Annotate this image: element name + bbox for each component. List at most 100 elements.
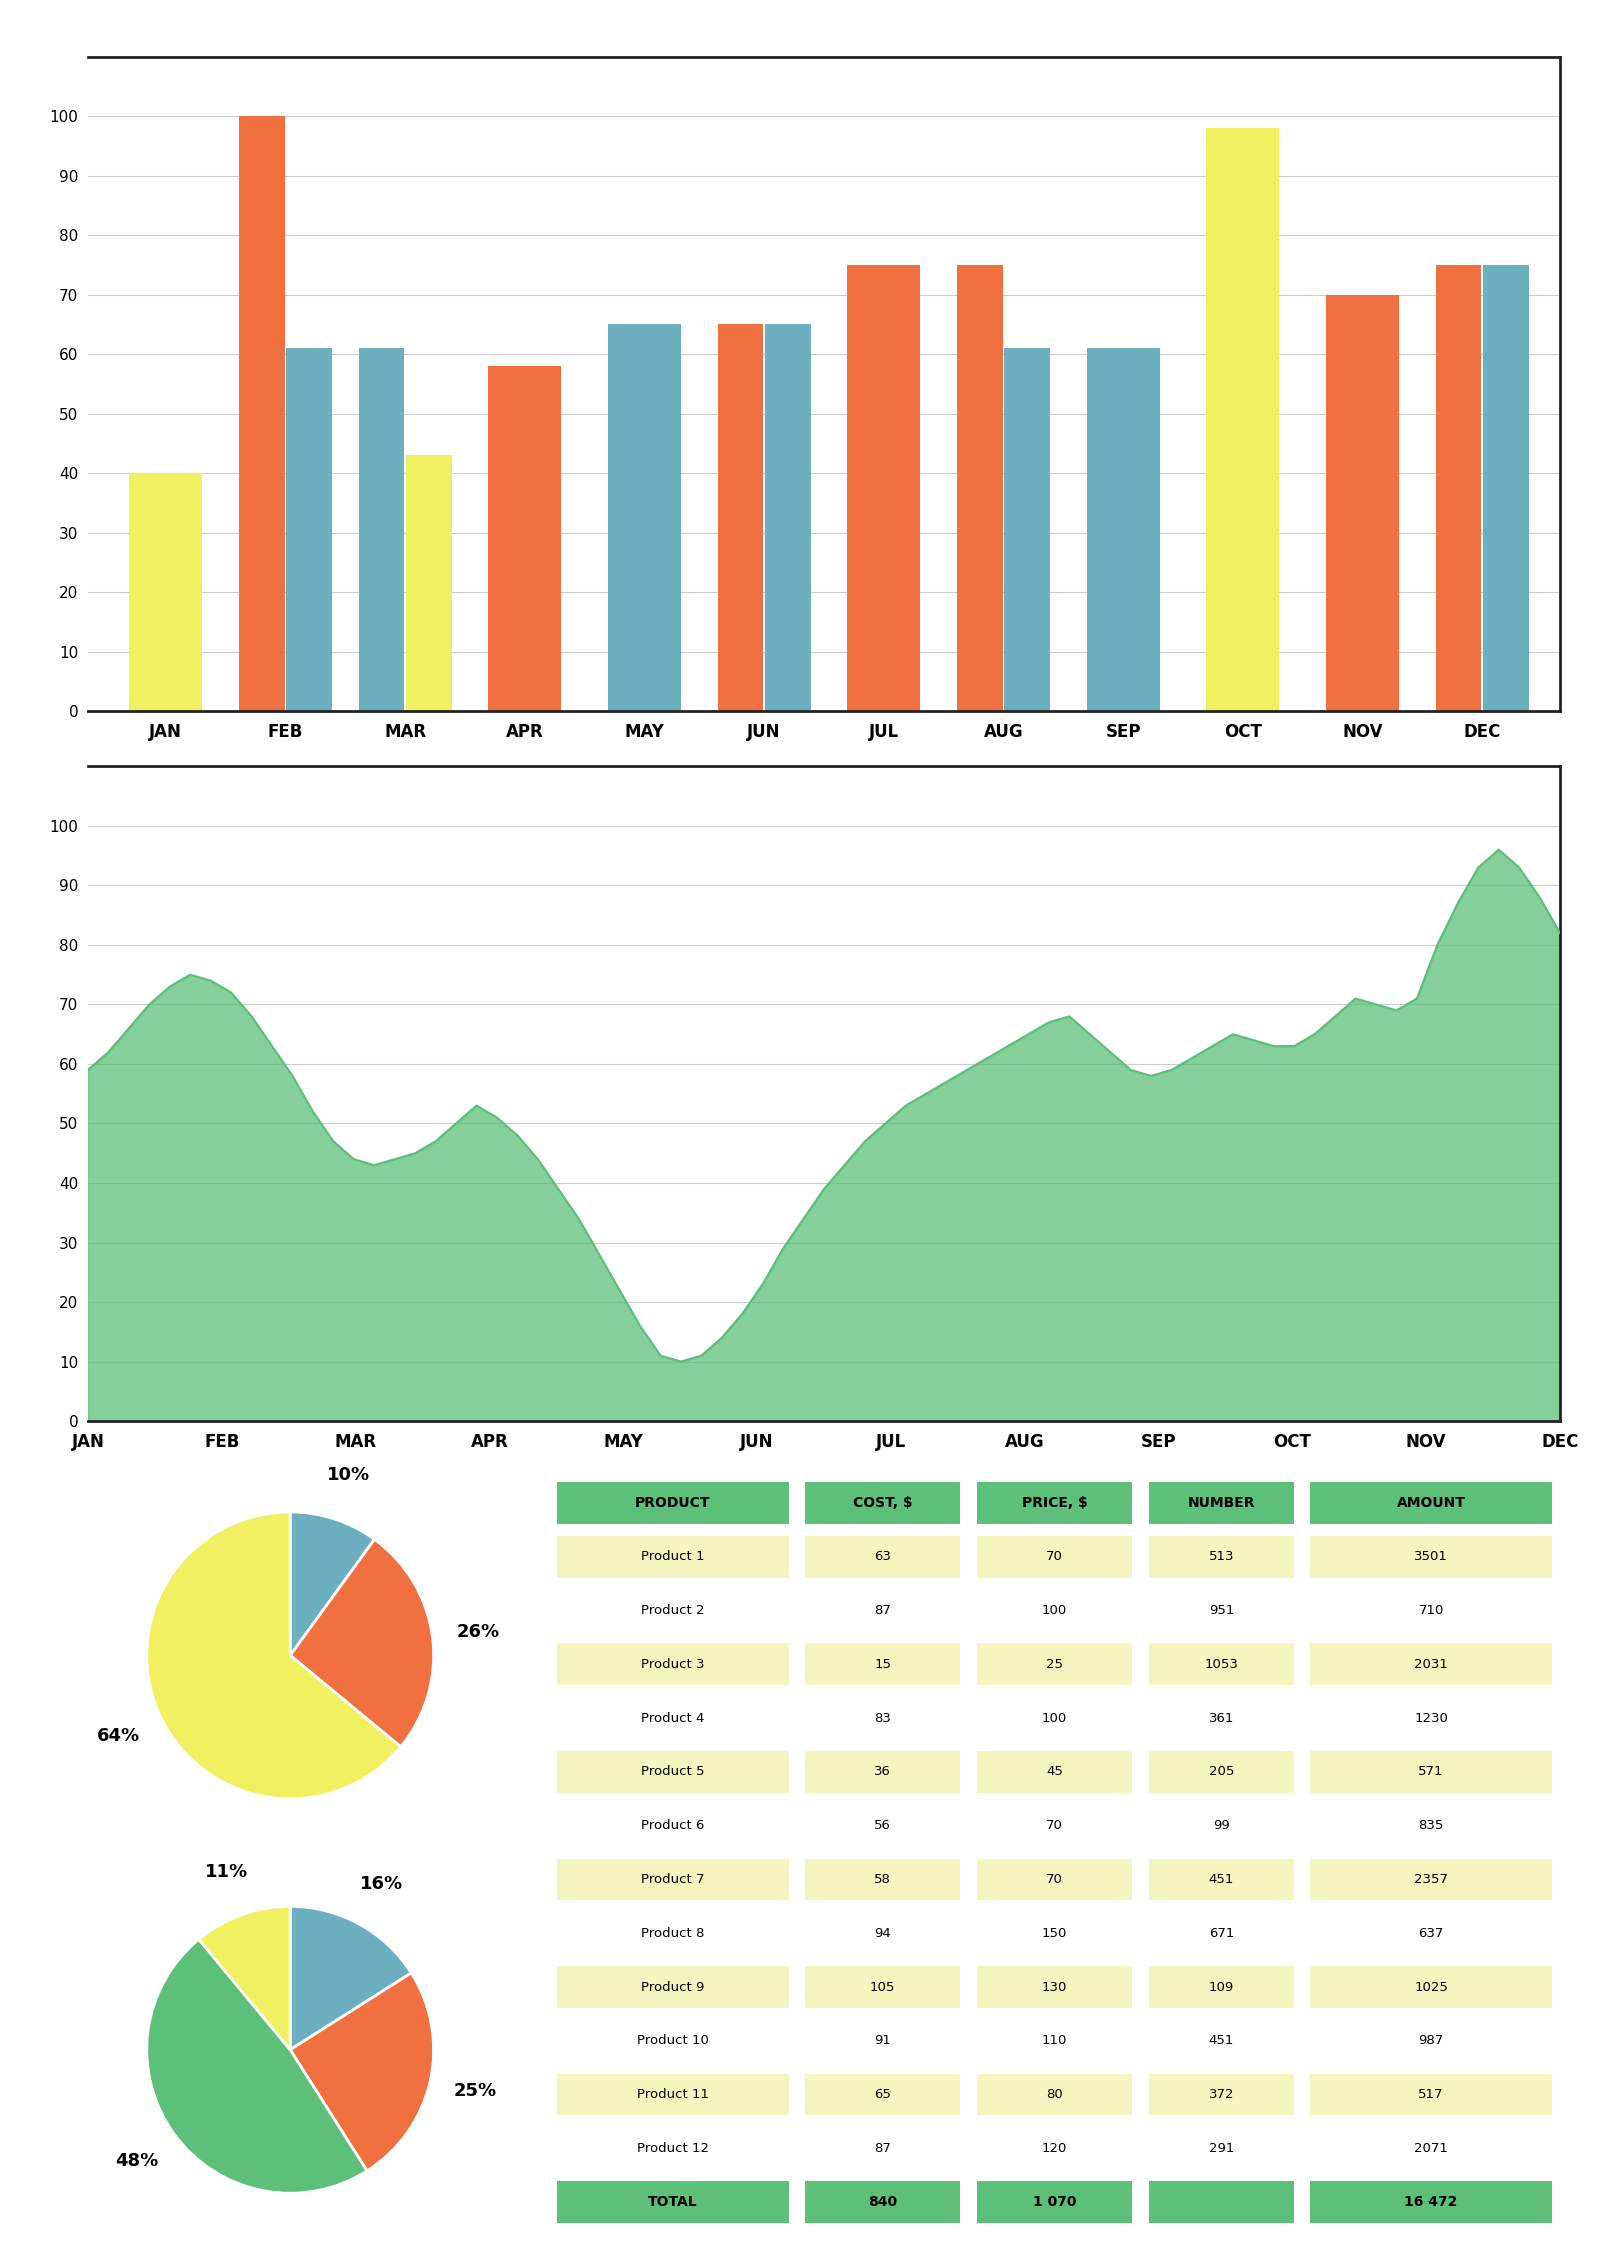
FancyBboxPatch shape [1149, 1697, 1294, 1738]
Bar [1086, 349, 1160, 711]
FancyBboxPatch shape [1149, 1912, 1294, 1955]
FancyBboxPatch shape [1310, 2073, 1552, 2116]
Text: 110: 110 [1042, 2034, 1067, 2048]
Text: 2357: 2357 [1414, 1874, 1448, 1885]
FancyBboxPatch shape [976, 2021, 1133, 2062]
Wedge shape [290, 1973, 434, 2170]
FancyBboxPatch shape [805, 1589, 960, 1632]
Bar [1206, 129, 1280, 711]
FancyBboxPatch shape [1310, 1482, 1552, 1523]
Wedge shape [198, 1905, 290, 2050]
Text: 109: 109 [1208, 1980, 1234, 1994]
FancyBboxPatch shape [1149, 2127, 1294, 2170]
FancyBboxPatch shape [1149, 1643, 1294, 1686]
Text: Product 6: Product 6 [642, 1819, 704, 1833]
Text: 87: 87 [874, 2141, 891, 2154]
FancyBboxPatch shape [1149, 1858, 1294, 1901]
Wedge shape [290, 1539, 434, 1747]
Text: 15: 15 [874, 1659, 891, 1670]
Text: Product 12: Product 12 [637, 2141, 709, 2154]
Text: 150: 150 [1042, 1926, 1067, 1939]
Text: 10%: 10% [326, 1466, 370, 1485]
Text: 56: 56 [874, 1819, 891, 1833]
Text: 100: 100 [1042, 1604, 1067, 1618]
Text: 16%: 16% [360, 1874, 403, 1892]
Text: 99: 99 [1213, 1819, 1230, 1833]
FancyBboxPatch shape [1310, 2021, 1552, 2062]
Text: 83: 83 [874, 1711, 891, 1724]
Bar [286, 349, 331, 711]
Bar [718, 324, 763, 711]
Bar [488, 367, 562, 711]
FancyBboxPatch shape [557, 1806, 789, 1847]
Text: Product 10: Product 10 [637, 2034, 709, 2048]
Bar [1435, 265, 1482, 711]
Text: 94: 94 [874, 1926, 891, 1939]
Text: Product 9: Product 9 [642, 1980, 704, 1994]
FancyBboxPatch shape [1310, 1912, 1552, 1955]
FancyBboxPatch shape [1149, 1537, 1294, 1577]
FancyBboxPatch shape [557, 1967, 789, 2007]
Text: 63: 63 [874, 1550, 891, 1564]
Text: PRICE, $: PRICE, $ [1022, 1496, 1088, 1509]
Text: Product 2: Product 2 [642, 1604, 704, 1618]
Text: 80: 80 [1046, 2089, 1062, 2100]
Text: 100: 100 [1042, 1711, 1067, 1724]
FancyBboxPatch shape [1310, 1643, 1552, 1686]
Text: 840: 840 [869, 2195, 898, 2209]
Text: 64%: 64% [98, 1727, 141, 1745]
Text: 26%: 26% [456, 1623, 499, 1641]
Bar [238, 115, 285, 711]
FancyBboxPatch shape [1310, 2127, 1552, 2170]
FancyBboxPatch shape [1310, 1589, 1552, 1632]
Text: Product 8: Product 8 [642, 1926, 704, 1939]
Text: 1053: 1053 [1205, 1659, 1238, 1670]
FancyBboxPatch shape [557, 2182, 789, 2222]
Text: 70: 70 [1046, 1550, 1062, 1564]
FancyBboxPatch shape [1149, 2021, 1294, 2062]
Text: 637: 637 [1419, 1926, 1443, 1939]
Text: 3501: 3501 [1414, 1550, 1448, 1564]
FancyBboxPatch shape [805, 2073, 960, 2116]
FancyBboxPatch shape [976, 1912, 1133, 1955]
Text: Product 4: Product 4 [642, 1711, 704, 1724]
FancyBboxPatch shape [1149, 1967, 1294, 2007]
Text: 987: 987 [1419, 2034, 1443, 2048]
FancyBboxPatch shape [1310, 1697, 1552, 1738]
FancyBboxPatch shape [557, 1912, 789, 1955]
Text: 120: 120 [1042, 2141, 1067, 2154]
FancyBboxPatch shape [805, 1482, 960, 1523]
Text: 11%: 11% [205, 1862, 248, 1881]
Text: 48%: 48% [115, 2152, 158, 2170]
Text: COST, $: COST, $ [853, 1496, 912, 1509]
FancyBboxPatch shape [1310, 1806, 1552, 1847]
FancyBboxPatch shape [976, 1752, 1133, 1792]
FancyBboxPatch shape [557, 2021, 789, 2062]
FancyBboxPatch shape [557, 1858, 789, 1901]
Text: 710: 710 [1419, 1604, 1443, 1618]
FancyBboxPatch shape [976, 1589, 1133, 1632]
FancyBboxPatch shape [805, 1697, 960, 1738]
FancyBboxPatch shape [805, 2021, 960, 2062]
Text: 70: 70 [1046, 1819, 1062, 1833]
Bar [1005, 349, 1050, 711]
FancyBboxPatch shape [976, 1806, 1133, 1847]
FancyBboxPatch shape [976, 1537, 1133, 1577]
FancyBboxPatch shape [805, 1752, 960, 1792]
Text: 451: 451 [1208, 1874, 1234, 1885]
FancyBboxPatch shape [1149, 1752, 1294, 1792]
FancyBboxPatch shape [976, 1482, 1133, 1523]
Bar [406, 455, 451, 711]
Text: 65: 65 [874, 2089, 891, 2100]
Text: 205: 205 [1208, 1765, 1234, 1779]
Text: 58: 58 [874, 1874, 891, 1885]
FancyBboxPatch shape [1149, 1482, 1294, 1523]
FancyBboxPatch shape [805, 2182, 960, 2222]
FancyBboxPatch shape [805, 1643, 960, 1686]
FancyBboxPatch shape [1310, 1858, 1552, 1901]
FancyBboxPatch shape [557, 1697, 789, 1738]
Wedge shape [147, 1512, 400, 1799]
FancyBboxPatch shape [805, 2127, 960, 2170]
Text: 835: 835 [1419, 1819, 1443, 1833]
FancyBboxPatch shape [805, 1806, 960, 1847]
